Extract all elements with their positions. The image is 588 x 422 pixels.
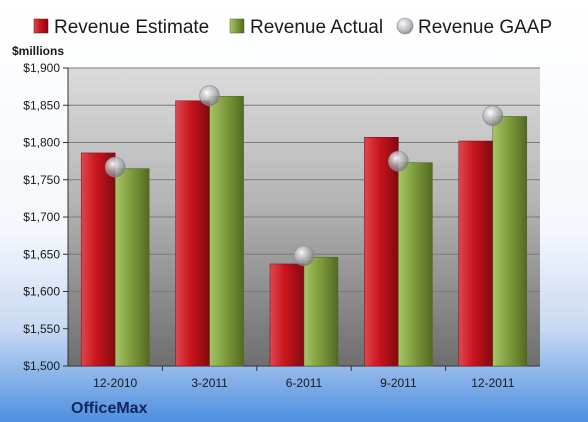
legend-label: Revenue Estimate [54,17,209,38]
y-tick-label: $1,800 [23,136,60,150]
legend-label: Revenue Actual [250,17,383,38]
x-tick-label: 6-2011 [286,376,323,390]
legend-swatch [33,18,49,34]
legend-label: Revenue GAAP [418,17,552,38]
company-name: OfficeMax [71,400,148,417]
y-tick-label: $1,500 [23,359,60,373]
marker-revenue-gaap [293,245,315,267]
bar-revenue-actual [114,168,150,367]
marker-revenue-gaap [388,150,409,172]
bar-revenue-actual [492,116,528,367]
y-tick-label: $1,900 [23,61,60,75]
legend: Revenue Estimate Revenue Actual Revenue GA… [33,17,552,38]
x-axis-ticks: 12-2010 3-2011 6-2011 9-2011 12-2011 [93,366,515,390]
x-tick-label: 12-2011 [471,376,514,390]
y-axis-unit-label: $millions [12,44,64,58]
bar-revenue-estimate [80,152,116,367]
marker-revenue-gaap [199,85,220,106]
y-tick-label: $1,600 [23,285,60,299]
bar-revenue-actual [398,162,433,367]
x-tick-label: 3-2011 [191,376,228,390]
gaap-markers [104,85,504,267]
y-tick-label: $1,700 [23,210,60,224]
marker-revenue-gaap [482,105,504,126]
bar-revenue-estimate [175,100,210,367]
x-tick-label: 9-2011 [380,376,417,390]
legend-swatch [229,18,245,34]
y-tick-label: $1,750 [23,173,60,187]
bar-revenue-estimate [269,263,305,367]
bar-series [80,96,528,367]
bar-revenue-actual [209,96,244,367]
x-tick-label: 12-2010 [93,376,137,390]
y-tick-label: $1,850 [23,98,60,112]
bar-revenue-actual [303,256,339,367]
y-tick-label: $1,650 [23,247,60,261]
legend-swatch [396,17,414,35]
bar-revenue-estimate [364,137,399,367]
marker-revenue-gaap [104,156,126,178]
bar-revenue-estimate [458,140,494,367]
y-tick-label: $1,550 [23,322,60,336]
